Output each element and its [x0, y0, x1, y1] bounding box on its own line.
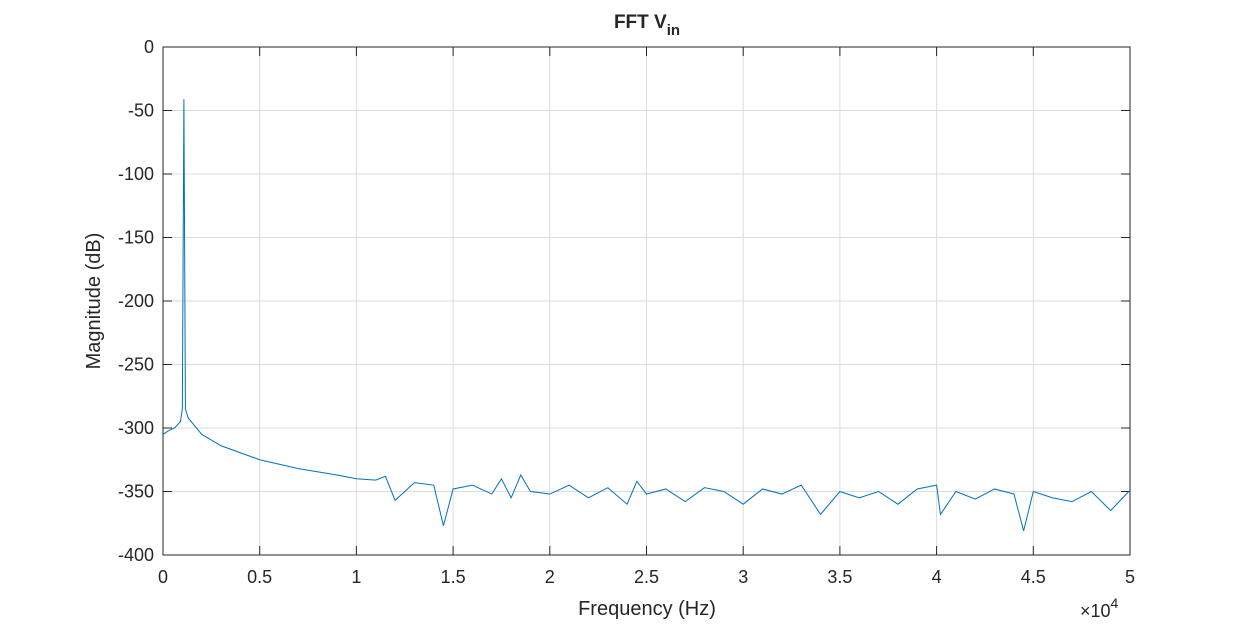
x-multiplier-exponent: 4	[1111, 595, 1119, 611]
x-tick-label: 2.5	[634, 567, 659, 587]
x-tick-label: 4.5	[1021, 567, 1046, 587]
x-tick-label: 5	[1125, 567, 1135, 587]
x-tick-label: 0	[158, 567, 168, 587]
x-tick-label: 3	[738, 567, 748, 587]
x-tick-label: 2	[545, 567, 555, 587]
y-tick-label: 0	[144, 37, 154, 57]
plot-frame	[162, 46, 1131, 556]
y-tick-label: -50	[128, 101, 154, 121]
y-axis-label: Magnitude (dB)	[83, 233, 105, 370]
chart-title: FFT Vin	[614, 12, 680, 39]
y-tick-label: -250	[118, 355, 154, 375]
x-tick-label: 1	[351, 567, 361, 587]
title-subscript: in	[667, 22, 680, 39]
x-multiplier-base: ×10	[1080, 601, 1111, 621]
x-tick-label: 0.5	[247, 567, 272, 587]
x-tick-label: 3.5	[827, 567, 852, 587]
y-tick-label: -200	[118, 291, 154, 311]
x-axis-label: Frequency (Hz)	[578, 598, 716, 620]
x-tick-label: 1.5	[441, 567, 466, 587]
y-tick-label: -400	[118, 545, 154, 565]
x-tick-label: 4	[932, 567, 942, 587]
title-main: FFT V	[614, 12, 667, 33]
y-tick-label: -350	[118, 482, 154, 502]
x-multiplier: ×104	[1080, 595, 1119, 621]
y-tick-label: -100	[118, 164, 154, 184]
y-tick-label: -300	[118, 418, 154, 438]
data-line	[162, 99, 1131, 531]
y-tick-label: -150	[118, 228, 154, 248]
